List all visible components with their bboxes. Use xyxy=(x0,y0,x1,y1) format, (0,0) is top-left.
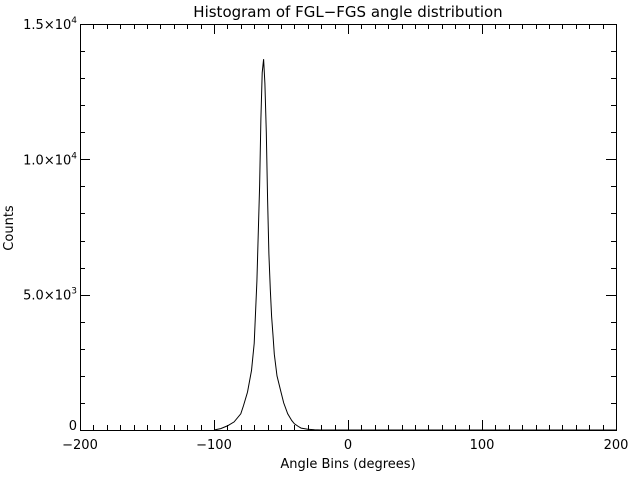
x-tick-label: −100 xyxy=(196,438,232,453)
x-tick-label: 200 xyxy=(604,438,629,453)
y-tick-label: 1.5×104 xyxy=(23,16,77,33)
x-tick-label: 100 xyxy=(470,438,495,453)
y-tick-label: 5.0×103 xyxy=(23,287,77,304)
axis-tick-labels: −200 −100 0 100 200 0 5.0×103 1.0×104 1.5×104 xyxy=(23,16,628,453)
y-tick-label: 0 xyxy=(69,419,77,434)
y-tick-label: 1.0×104 xyxy=(23,151,77,168)
x-tick-label: 0 xyxy=(344,438,352,453)
plot-frame xyxy=(80,24,617,431)
axis-ticks xyxy=(80,24,617,431)
y-axis-title: Counts xyxy=(2,205,17,251)
x-axis-title: Angle Bins (degrees) xyxy=(280,457,415,472)
chart-title: Histogram of FGL−FGS angle distribution xyxy=(193,3,502,21)
x-tick-label: −200 xyxy=(62,438,98,453)
series-line xyxy=(213,59,616,431)
